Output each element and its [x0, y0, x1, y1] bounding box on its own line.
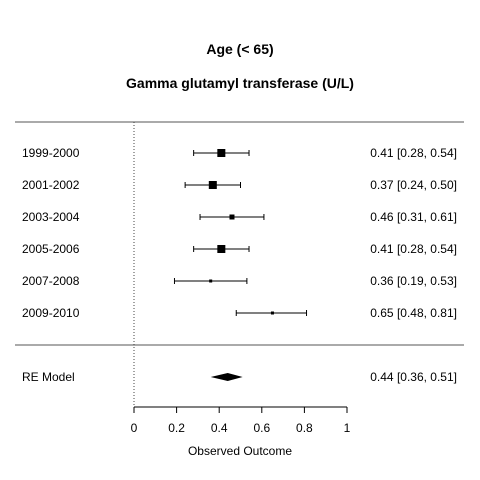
point-estimate [208, 181, 217, 189]
x-tick-label: 0.6 [253, 421, 270, 435]
x-tick-label: 0 [131, 421, 138, 435]
point-estimate [217, 245, 226, 253]
chart-title: Age (< 65) [206, 41, 273, 57]
study-label: 1999-2000 [22, 146, 80, 160]
estimate-text: 0.37 [0.24, 0.50] [370, 178, 457, 192]
study-row: 2007-2008 0.36 [0.19, 0.53] [22, 274, 457, 288]
study-label: 2005-2006 [22, 242, 80, 256]
study-row: 2001-2002 0.37 [0.24, 0.50] [22, 178, 457, 192]
estimate-text: 0.41 [0.28, 0.54] [370, 242, 457, 256]
x-tick-label: 0.4 [211, 421, 228, 435]
estimate-text: 0.65 [0.48, 0.81] [370, 306, 457, 320]
study-label: 2003-2004 [22, 210, 80, 224]
study-rows: 1999-2000 0.41 [0.28, 0.54] 2001-2002 0.37 … [22, 146, 457, 320]
estimate-text: 0.46 [0.31, 0.61] [370, 210, 457, 224]
summary-diamond [210, 373, 243, 381]
study-label: 2007-2008 [22, 274, 80, 288]
x-axis-label: Observed Outcome [188, 444, 292, 458]
point-estimate [229, 214, 235, 220]
summary-text: 0.44 [0.36, 0.51] [370, 370, 457, 384]
study-label: 2001-2002 [22, 178, 80, 192]
x-tick-label: 0.2 [168, 421, 185, 435]
x-tick-label: 0.8 [296, 421, 313, 435]
study-row: 2005-2006 0.41 [0.28, 0.54] [22, 242, 457, 256]
study-row: 2003-2004 0.46 [0.31, 0.61] [22, 210, 457, 224]
chart-subtitle: Gamma glutamyl transferase (U/L) [126, 75, 354, 91]
x-axis: 0 0.2 0.4 0.6 0.8 1 [131, 406, 351, 435]
point-estimate [217, 149, 226, 157]
study-row: 1999-2000 0.41 [0.28, 0.54] [22, 146, 457, 160]
x-tick-label: 1 [344, 421, 351, 435]
point-estimate [209, 279, 213, 283]
study-label: 2009-2010 [22, 306, 80, 320]
study-row: 2009-2010 0.65 [0.48, 0.81] [22, 306, 457, 320]
estimate-text: 0.41 [0.28, 0.54] [370, 146, 457, 160]
summary-label: RE Model [22, 370, 75, 384]
point-estimate [270, 311, 274, 315]
estimate-text: 0.36 [0.19, 0.53] [370, 274, 457, 288]
summary-row: RE Model 0.44 [0.36, 0.51] [22, 370, 457, 384]
